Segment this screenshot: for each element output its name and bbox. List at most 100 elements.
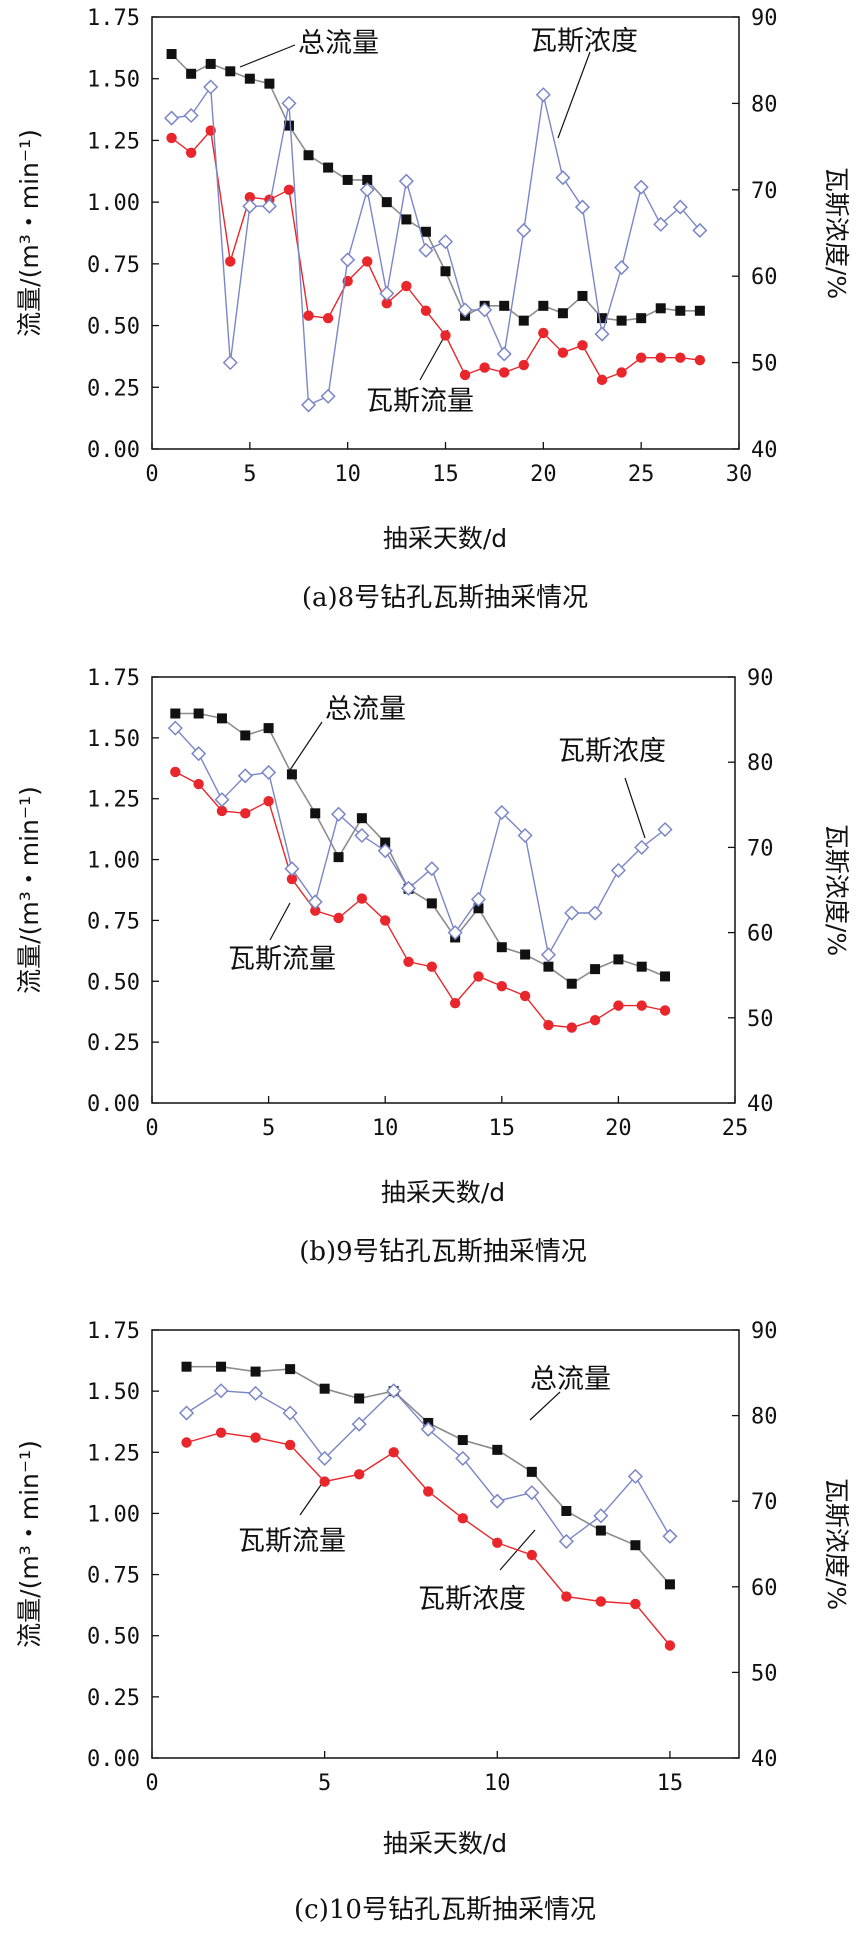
data-point-gas_flow (215, 1427, 227, 1438)
x-tick-label: 20 (530, 462, 557, 487)
data-point-total (216, 1361, 227, 1372)
data-point-concentration (398, 173, 414, 189)
data-point-total (664, 1579, 675, 1590)
data-point-gas_flow (244, 192, 256, 203)
leader-line (557, 51, 591, 139)
data-point-concentration (284, 861, 300, 877)
y-tick-label-right: 40 (751, 438, 778, 463)
y-tick-label-left: 1.75 (87, 1319, 140, 1344)
y-tick-label-right: 60 (751, 1576, 778, 1601)
data-point-concentration (614, 259, 630, 276)
data-point-gas_flow (577, 340, 588, 351)
data-point-gas_flow (519, 990, 531, 1002)
data-point-gas_flow (499, 367, 510, 378)
data-point-total (250, 1366, 261, 1377)
y-tick-label-left: 1.75 (87, 6, 140, 31)
data-point-gas_flow (263, 795, 274, 807)
data-point-concentration (379, 285, 395, 302)
x-tick-label: 5 (262, 1116, 275, 1141)
annotation-gas-concentration: 瓦斯浓度 (530, 26, 638, 139)
annotation-label: 瓦斯流量 (366, 386, 474, 417)
x-tick-label: 25 (722, 1116, 749, 1141)
data-point-gas_flow (170, 766, 181, 778)
series-line-concentration (174, 727, 666, 957)
data-point-concentration (455, 1450, 471, 1466)
y-tick-label-right: 40 (747, 1092, 774, 1117)
data-point-concentration (662, 1528, 678, 1544)
annotation-label: 瓦斯浓度 (558, 736, 666, 767)
series-line-total (171, 53, 700, 322)
data-point-concentration (359, 182, 375, 198)
y-tick-label-left: 1.25 (87, 1441, 140, 1466)
data-point-gas_flow (664, 1640, 676, 1651)
data-point-total (616, 315, 627, 326)
data-point-gas_flow (496, 980, 507, 992)
data-point-gas_flow (362, 256, 373, 267)
y-tick-label-right: 60 (751, 265, 778, 290)
data-point-concentration (281, 95, 297, 111)
annotation-label: 总流量 (298, 28, 379, 59)
data-point-total (590, 964, 601, 975)
data-point-total (240, 730, 251, 741)
y-tick-label-left: 1.00 (87, 191, 140, 216)
data-point-gas_flow (225, 256, 236, 267)
y-tick-label-right: 50 (747, 1007, 774, 1032)
data-point-concentration (191, 746, 207, 762)
x-tick-label: 0 (145, 462, 158, 487)
data-point-gas_flow (566, 1022, 577, 1033)
y-tick-label-right: 70 (747, 836, 774, 861)
data-point-gas_flow (240, 808, 251, 819)
leader-line (529, 1391, 561, 1421)
y-tick-label-right: 50 (751, 1661, 778, 1686)
data-point-concentration (167, 720, 183, 736)
data-point-total (613, 954, 624, 965)
data-point-concentration (261, 198, 277, 214)
data-point-total (630, 1540, 641, 1551)
y-tick-label-left: 0.00 (87, 1092, 140, 1117)
data-point-gas_flow (303, 310, 314, 321)
data-point-total (496, 942, 507, 953)
data-point-total (636, 961, 647, 972)
annotation-gas-concentration: 瓦斯浓度 (558, 736, 666, 839)
y-tick-label-left: 0.00 (87, 438, 140, 463)
data-point-concentration (203, 79, 219, 95)
data-point-total (319, 1383, 330, 1394)
data-point-gas_flow (616, 367, 627, 378)
data-point-concentration (183, 107, 199, 124)
data-point-total (518, 315, 529, 326)
data-point-gas_flow (423, 1486, 434, 1497)
chart-caption: (a)8号钻孔瓦斯抽采情况 (302, 583, 588, 613)
data-point-gas_flow (449, 997, 461, 1009)
y-tick-label-left: 0.75 (87, 909, 140, 934)
data-point-total (499, 300, 510, 311)
data-point-gas_flow (675, 352, 686, 363)
data-point-gas_flow (526, 1549, 538, 1561)
data-point-concentration (164, 110, 180, 126)
data-point-gas_flow (401, 280, 412, 292)
y-tick-label-left: 0.50 (87, 1625, 140, 1650)
y-axis-title-right: 瓦斯浓度/% (822, 167, 851, 299)
data-point-total (420, 226, 431, 237)
y-tick-label-right: 50 (751, 352, 778, 377)
panel-a: 流量/(m³・min⁻¹) 瓦斯浓度/% 抽采天数/d (a)8号钻孔瓦斯抽采情… (15, 6, 851, 613)
annotation-total-flow: 总流量 (289, 694, 406, 771)
data-point-concentration (574, 199, 591, 215)
data-point-concentration (354, 827, 370, 844)
data-point-gas_flow (310, 905, 321, 916)
leader-line (624, 777, 646, 839)
annotation-total-flow: 总流量 (239, 28, 379, 68)
panel-c: 流量/(m³・min⁻¹) 瓦斯浓度/% 抽采天数/d (c)10号钻孔瓦斯抽采… (15, 1319, 851, 1925)
data-point-gas_flow (596, 374, 608, 386)
annotation-label: 瓦斯流量 (238, 1526, 346, 1557)
data-point-gas_flow (284, 1439, 296, 1451)
y-tick-label-left: 1.50 (87, 727, 140, 752)
annotation-gas-concentration: 瓦斯浓度 (418, 1529, 536, 1615)
y-tick-label-left: 0.75 (87, 1564, 140, 1589)
leader-line (299, 1481, 324, 1516)
data-point-concentration (447, 925, 463, 941)
data-point-concentration (692, 222, 708, 238)
data-point-gas_flow (492, 1537, 503, 1548)
data-point-concentration (470, 891, 487, 907)
data-point-total (675, 305, 686, 316)
y-tick-label-right: 90 (751, 6, 778, 31)
